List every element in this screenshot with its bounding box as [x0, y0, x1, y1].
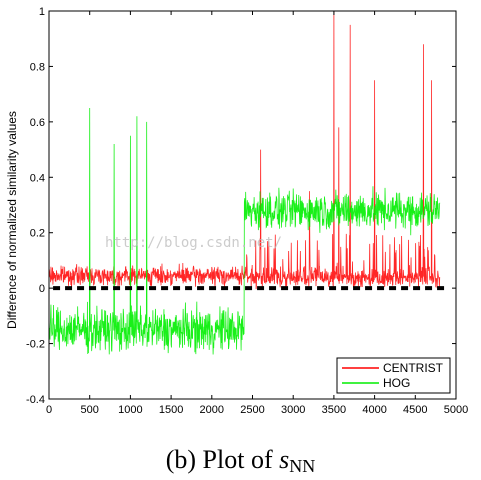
- y-axis-label: Difference of normalized similarity valu…: [5, 111, 19, 329]
- caption-prefix: (b) Plot of: [165, 445, 280, 474]
- x-tick-label: 2000: [200, 404, 224, 416]
- x-tick-label: 4000: [362, 404, 386, 416]
- y-tick-label: 0.2: [30, 228, 45, 240]
- x-tick-label: 0: [46, 404, 52, 416]
- x-tick-label: 1000: [118, 404, 142, 416]
- x-tick-label: 4500: [403, 404, 427, 416]
- ticks-layer: 0 500 1000 1500 2000 2500 3000 3500 4000 4500 5000…: [26, 6, 468, 416]
- legend-label-centrist: CENTRIST: [383, 361, 444, 375]
- x-tick-label: 3000: [281, 404, 305, 416]
- y-tick-label: -0.4: [26, 394, 45, 406]
- x-tick-label: 5000: [444, 404, 468, 416]
- y-tick-label: 0.4: [30, 172, 45, 184]
- x-tick-label: 500: [81, 404, 99, 416]
- legend-box: [336, 357, 451, 394]
- y-tick-label: 0.6: [30, 117, 45, 129]
- chart: http://blog.csdn.net/ 0 500 1000 1500 2000 25…: [5, 6, 468, 416]
- watermark: http://blog.csdn.net/: [105, 235, 282, 251]
- series-line-hog: [48, 107, 441, 355]
- caption-subscript: NN: [289, 456, 316, 476]
- x-tick-label: 2500: [240, 404, 264, 416]
- caption-symbol: s: [279, 445, 290, 474]
- series-layer: [48, 10, 441, 355]
- y-tick-label: 0: [39, 283, 45, 295]
- y-tick-label: -0.2: [26, 339, 45, 351]
- x-tick-label: 3500: [322, 404, 346, 416]
- y-tick-label: 1: [39, 6, 45, 18]
- legend-label-hog: HOG: [383, 376, 410, 390]
- y-tick-label: 0.8: [30, 61, 45, 73]
- x-tick-label: 1500: [159, 404, 183, 416]
- caption: (b) Plot of sNN: [0, 445, 481, 477]
